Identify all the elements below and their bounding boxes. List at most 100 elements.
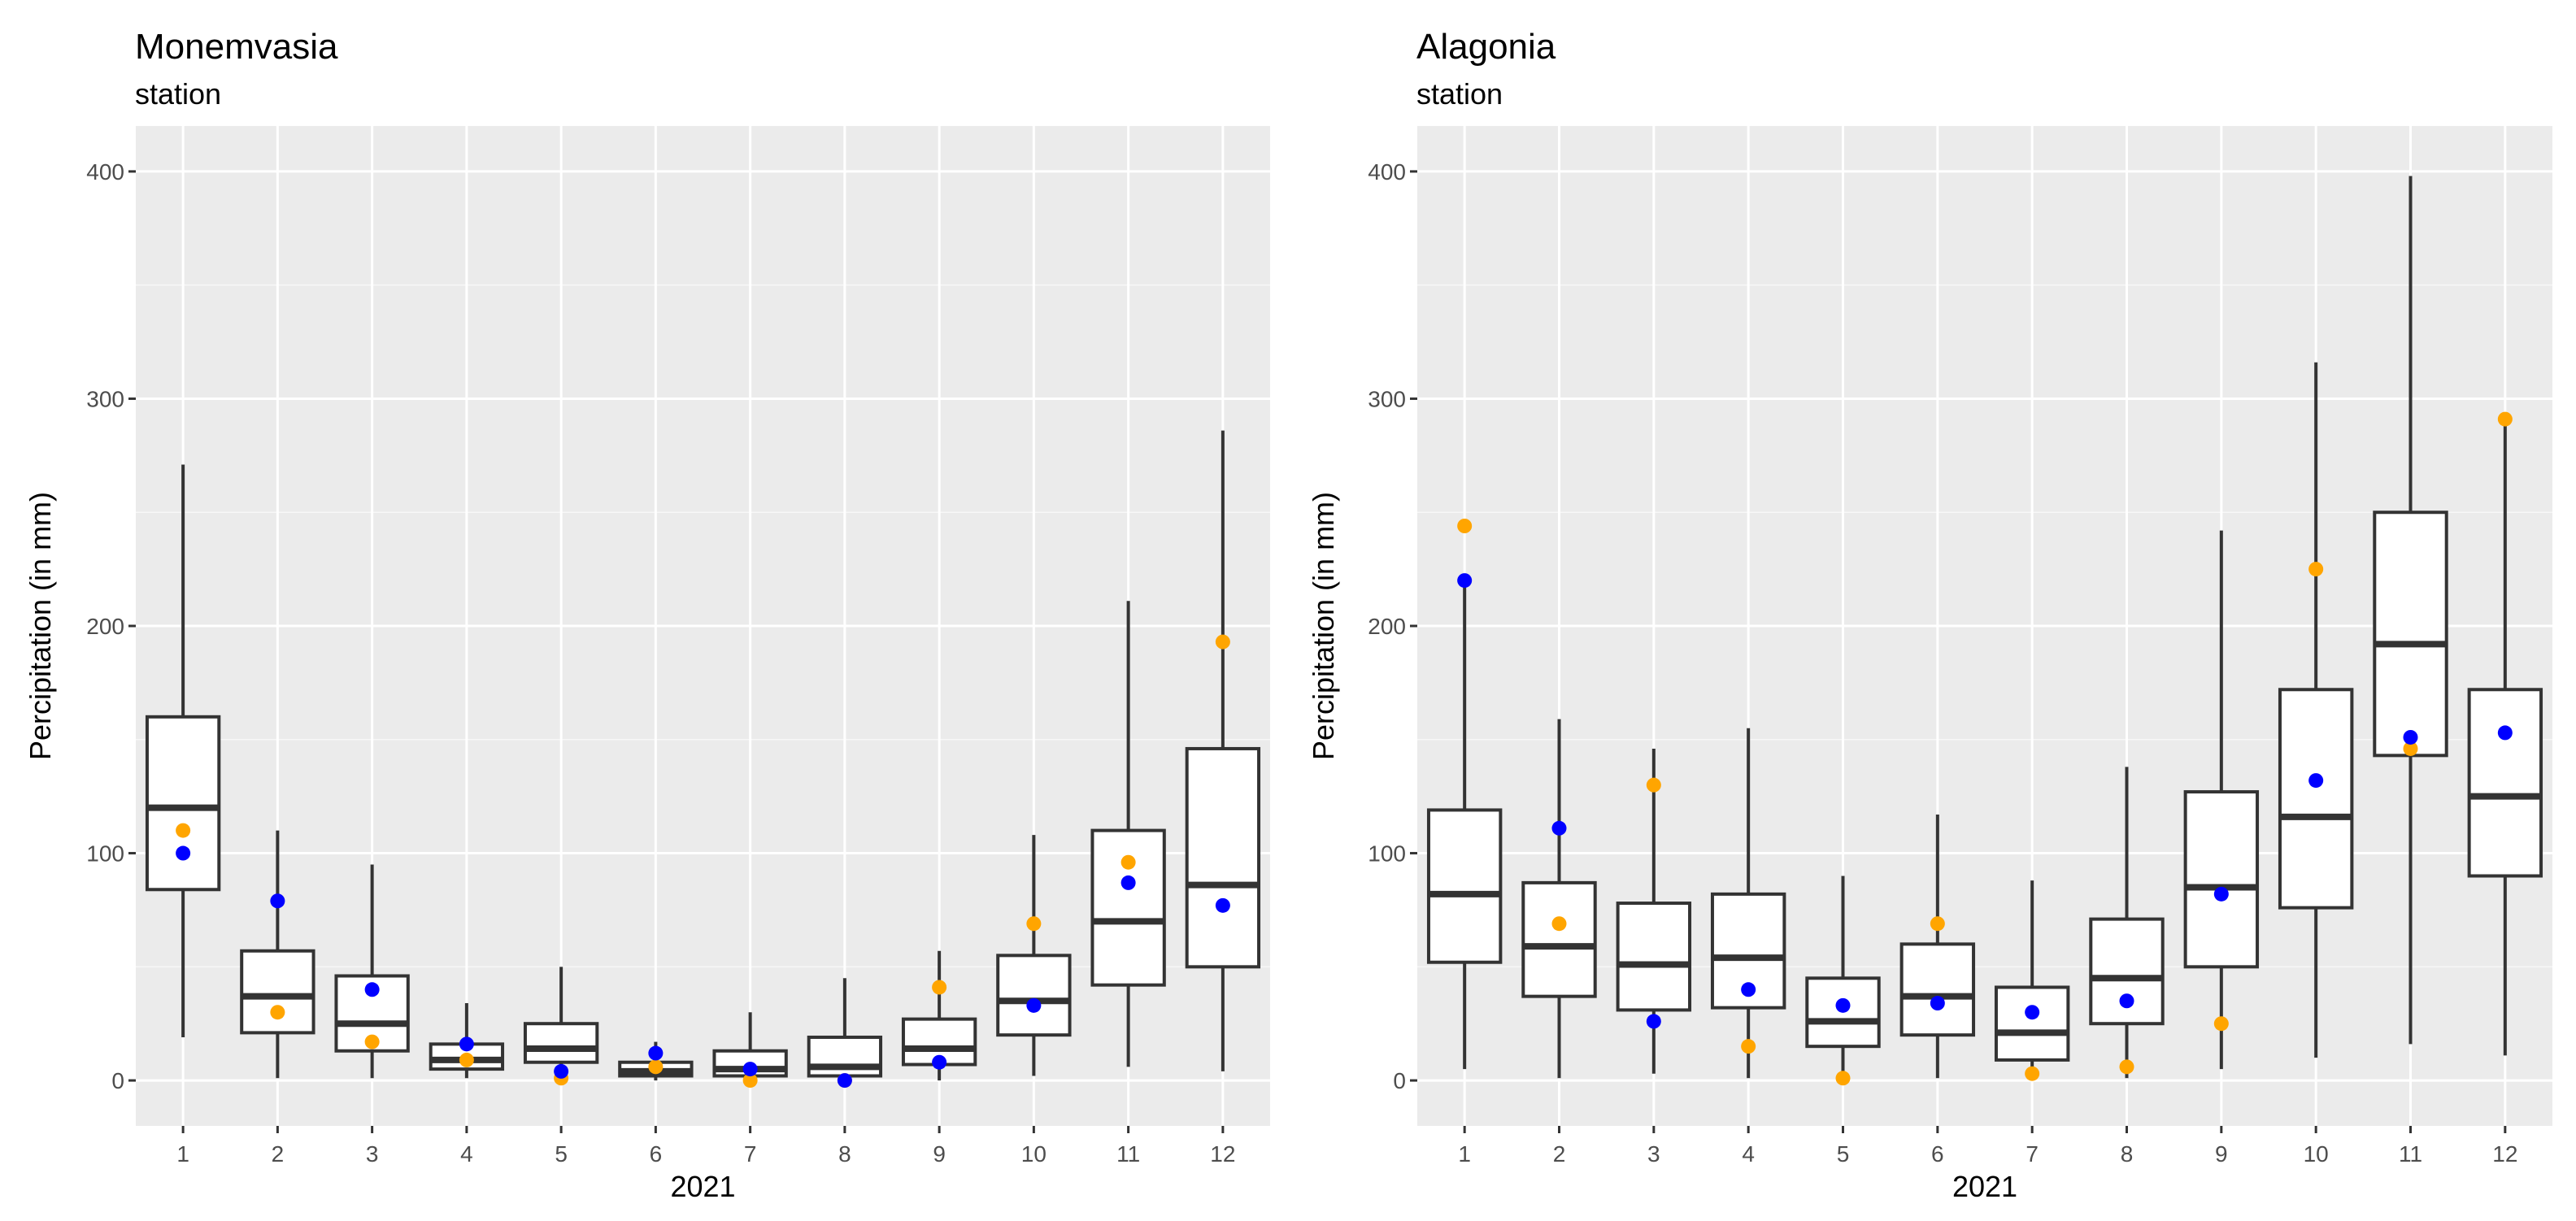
- point-blue: [554, 1063, 569, 1079]
- point-orange: [1457, 519, 1473, 533]
- point-blue: [1026, 997, 1042, 1013]
- point-orange: [1120, 854, 1136, 870]
- y-tick-label: 200: [1368, 614, 1406, 639]
- box-iqr: [2183, 790, 2260, 969]
- y-axis-label: Percipitation (in mm): [1307, 492, 1340, 760]
- x-tick-label: 5: [555, 1141, 568, 1167]
- point-orange: [742, 1073, 758, 1088]
- point-orange: [648, 1059, 664, 1075]
- point-blue: [1457, 573, 1473, 589]
- x-tick-label: 10: [2304, 1141, 2329, 1167]
- x-tick-label: 6: [650, 1141, 663, 1167]
- y-tick-label: 400: [1368, 159, 1406, 185]
- point-blue: [459, 1036, 474, 1052]
- box-iqr: [240, 949, 315, 1035]
- point-orange: [1835, 1071, 1851, 1086]
- point-orange: [176, 823, 191, 838]
- x-tick-label: 7: [2026, 1141, 2039, 1167]
- point-blue: [837, 1073, 852, 1088]
- point-orange: [2497, 411, 2513, 427]
- x-tick-label: 5: [1837, 1141, 1850, 1167]
- y-tick-label: 300: [86, 386, 124, 411]
- y-tick-label: 0: [111, 1068, 124, 1093]
- x-tick-label: 1: [176, 1141, 189, 1167]
- point-orange: [1026, 916, 1042, 932]
- point-orange: [1646, 777, 1661, 793]
- x-tick-label: 8: [2121, 1141, 2134, 1167]
- point-blue: [932, 1054, 947, 1070]
- point-orange: [1741, 1039, 1756, 1054]
- x-tick-label: 10: [1021, 1141, 1046, 1167]
- box-iqr: [1616, 902, 1692, 1012]
- y-tick-label: 400: [86, 159, 124, 185]
- x-tick-label: 12: [1210, 1141, 1235, 1167]
- x-axis-label: 2021: [1952, 1170, 2017, 1203]
- box-iqr: [2373, 511, 2448, 758]
- point-orange: [1930, 916, 1945, 932]
- point-orange: [1551, 916, 1567, 932]
- point-blue: [1120, 875, 1136, 890]
- x-tick-label: 7: [744, 1141, 757, 1167]
- x-tick-label: 12: [2492, 1141, 2517, 1167]
- point-blue: [270, 893, 285, 909]
- y-tick-label: 200: [86, 614, 124, 639]
- x-tick-label: 2: [272, 1141, 285, 1167]
- point-orange: [459, 1052, 474, 1067]
- point-orange: [2308, 562, 2324, 577]
- y-axis-label: Percipitation (in mm): [24, 492, 57, 760]
- y-tick-label: 0: [1393, 1068, 1406, 1093]
- x-tick-label: 8: [838, 1141, 851, 1167]
- point-orange: [1215, 634, 1230, 650]
- point-orange: [2213, 1016, 2229, 1032]
- chart-subtitle: station: [135, 77, 221, 111]
- point-blue: [364, 982, 380, 997]
- y-tick-label: 300: [1368, 386, 1406, 411]
- point-blue: [1551, 820, 1567, 836]
- chart-title: Monemvasia: [135, 27, 338, 67]
- point-orange: [2403, 741, 2418, 756]
- x-tick-label: 3: [366, 1141, 379, 1167]
- point-blue: [2403, 729, 2418, 745]
- box-iqr: [145, 715, 221, 892]
- box-iqr: [1994, 985, 2070, 1062]
- point-blue: [1741, 982, 1756, 997]
- point-blue: [2497, 725, 2513, 741]
- point-blue: [2308, 773, 2324, 789]
- point-blue: [1930, 996, 1945, 1011]
- point-orange: [2119, 1059, 2134, 1075]
- x-tick-label: 9: [2215, 1141, 2228, 1167]
- box-iqr: [1521, 880, 1597, 998]
- x-tick-label: 3: [1647, 1141, 1660, 1167]
- y-tick-label: 100: [86, 841, 124, 867]
- box-iqr: [2278, 688, 2354, 910]
- x-axis-label: 2021: [670, 1170, 735, 1203]
- point-blue: [1835, 997, 1851, 1013]
- chart-subtitle: station: [1416, 77, 1503, 111]
- point-orange: [2025, 1066, 2040, 1081]
- box-iqr: [996, 954, 1072, 1037]
- box-iqr: [2467, 688, 2543, 878]
- point-blue: [1215, 897, 1230, 913]
- point-blue: [1646, 1014, 1661, 1029]
- point-orange: [364, 1034, 380, 1049]
- box-iqr: [1185, 746, 1261, 969]
- point-blue: [176, 845, 191, 861]
- x-tick-label: 9: [933, 1141, 946, 1167]
- point-blue: [742, 1062, 758, 1077]
- point-blue: [2025, 1005, 2040, 1020]
- box-iqr: [1090, 828, 1166, 987]
- point-orange: [932, 980, 947, 995]
- x-tick-label: 11: [2399, 1141, 2422, 1167]
- y-tick-label: 100: [1368, 841, 1406, 867]
- box-iqr: [523, 1022, 599, 1064]
- chart-title: Alagonia: [1416, 27, 1556, 67]
- point-blue: [2119, 993, 2134, 1009]
- box-iqr: [1426, 808, 1503, 964]
- point-blue: [648, 1045, 664, 1061]
- point-orange: [270, 1005, 285, 1020]
- x-tick-label: 11: [1116, 1141, 1140, 1167]
- box-iqr: [807, 1035, 883, 1078]
